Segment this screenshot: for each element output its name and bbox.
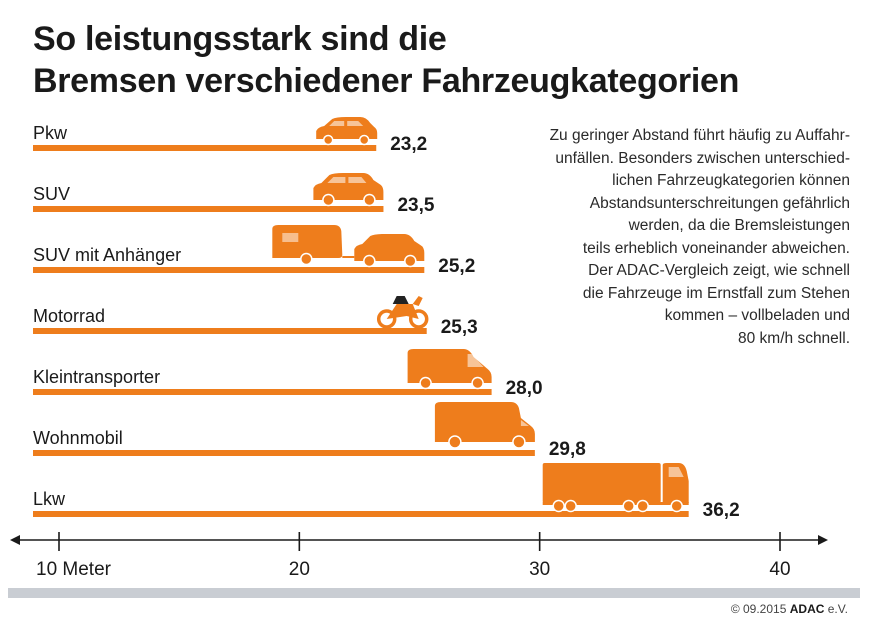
bar [33,389,492,395]
value-label: 29,8 [549,439,586,460]
x-tick-label: 40 [769,559,790,580]
note-line: 80 km/h schnell. [738,329,850,347]
note-line: teils erheblich voneinander abweichen. [582,239,850,257]
note-line: die Fahrzeuge im Ernstfall zum Stehen [582,284,850,302]
copyright-suffix: e.V. [827,602,848,616]
value-label: 36,2 [703,500,740,521]
bar [33,511,689,517]
bar [33,206,384,212]
motorcycle-icon [376,296,429,329]
category-label: SUV mit Anhänger [33,245,181,265]
title-line-1: So leistungsstark sind die [33,20,447,58]
truck-icon [542,463,689,513]
x-tick-label: 30 [529,559,550,580]
motorhome-icon [434,402,535,449]
explanation-text: Zu geringer Abstand führt häufig zu Auff… [470,125,850,350]
suv-icon [313,173,384,207]
x-tick-label: 10 Meter [36,559,112,580]
chart-title: So leistungsstark sind die Bremsen versc… [33,18,739,102]
bar [33,450,535,456]
x-tick-label: 20 [289,559,310,580]
note-line: kommen – vollbeladen und [664,307,850,324]
note-line: Abstandsunterschreitungen gefährlich [589,194,850,212]
axis-arrow-left [10,535,20,545]
bar [33,267,425,273]
note-line: Der ADAC-Vergleich zeigt, wie schnell [588,262,850,279]
suv-trailer-icon [272,225,425,268]
van-icon [407,349,492,390]
category-label: SUV [33,184,70,204]
value-label: 23,5 [397,195,434,216]
category-label: Motorrad [33,306,105,326]
copyright-prefix: © 09.2015 [730,602,787,616]
value-label: 25,2 [438,256,475,277]
title-line-2: Bremsen verschiedener Fahrzeugkategorien [33,62,740,100]
copyright: © 09.2015 ADAC e.V. [731,602,848,616]
copyright-brand: ADAC [789,602,825,616]
note-line: Zu geringer Abstand führt häufig zu Auff… [549,127,850,144]
bar [33,145,377,151]
note-line: werden, da die Bremsleistungen [628,217,850,234]
category-label: Lkw [33,489,66,509]
category-label: Kleintransporter [33,367,160,387]
note-line: lichen Fahrzeugkategorien können [612,172,850,189]
value-label: 28,0 [506,378,543,399]
note-line: unfällen. Besonders zwischen unterschied… [555,149,850,167]
value-label: 23,2 [390,134,427,155]
category-label: Pkw [33,123,68,143]
car-icon [316,117,378,146]
bar [33,328,427,334]
category-label: Wohnmobil [33,428,123,448]
footer-band [8,588,860,598]
value-label: 25,3 [441,317,478,338]
axis-arrow-right [818,535,828,545]
